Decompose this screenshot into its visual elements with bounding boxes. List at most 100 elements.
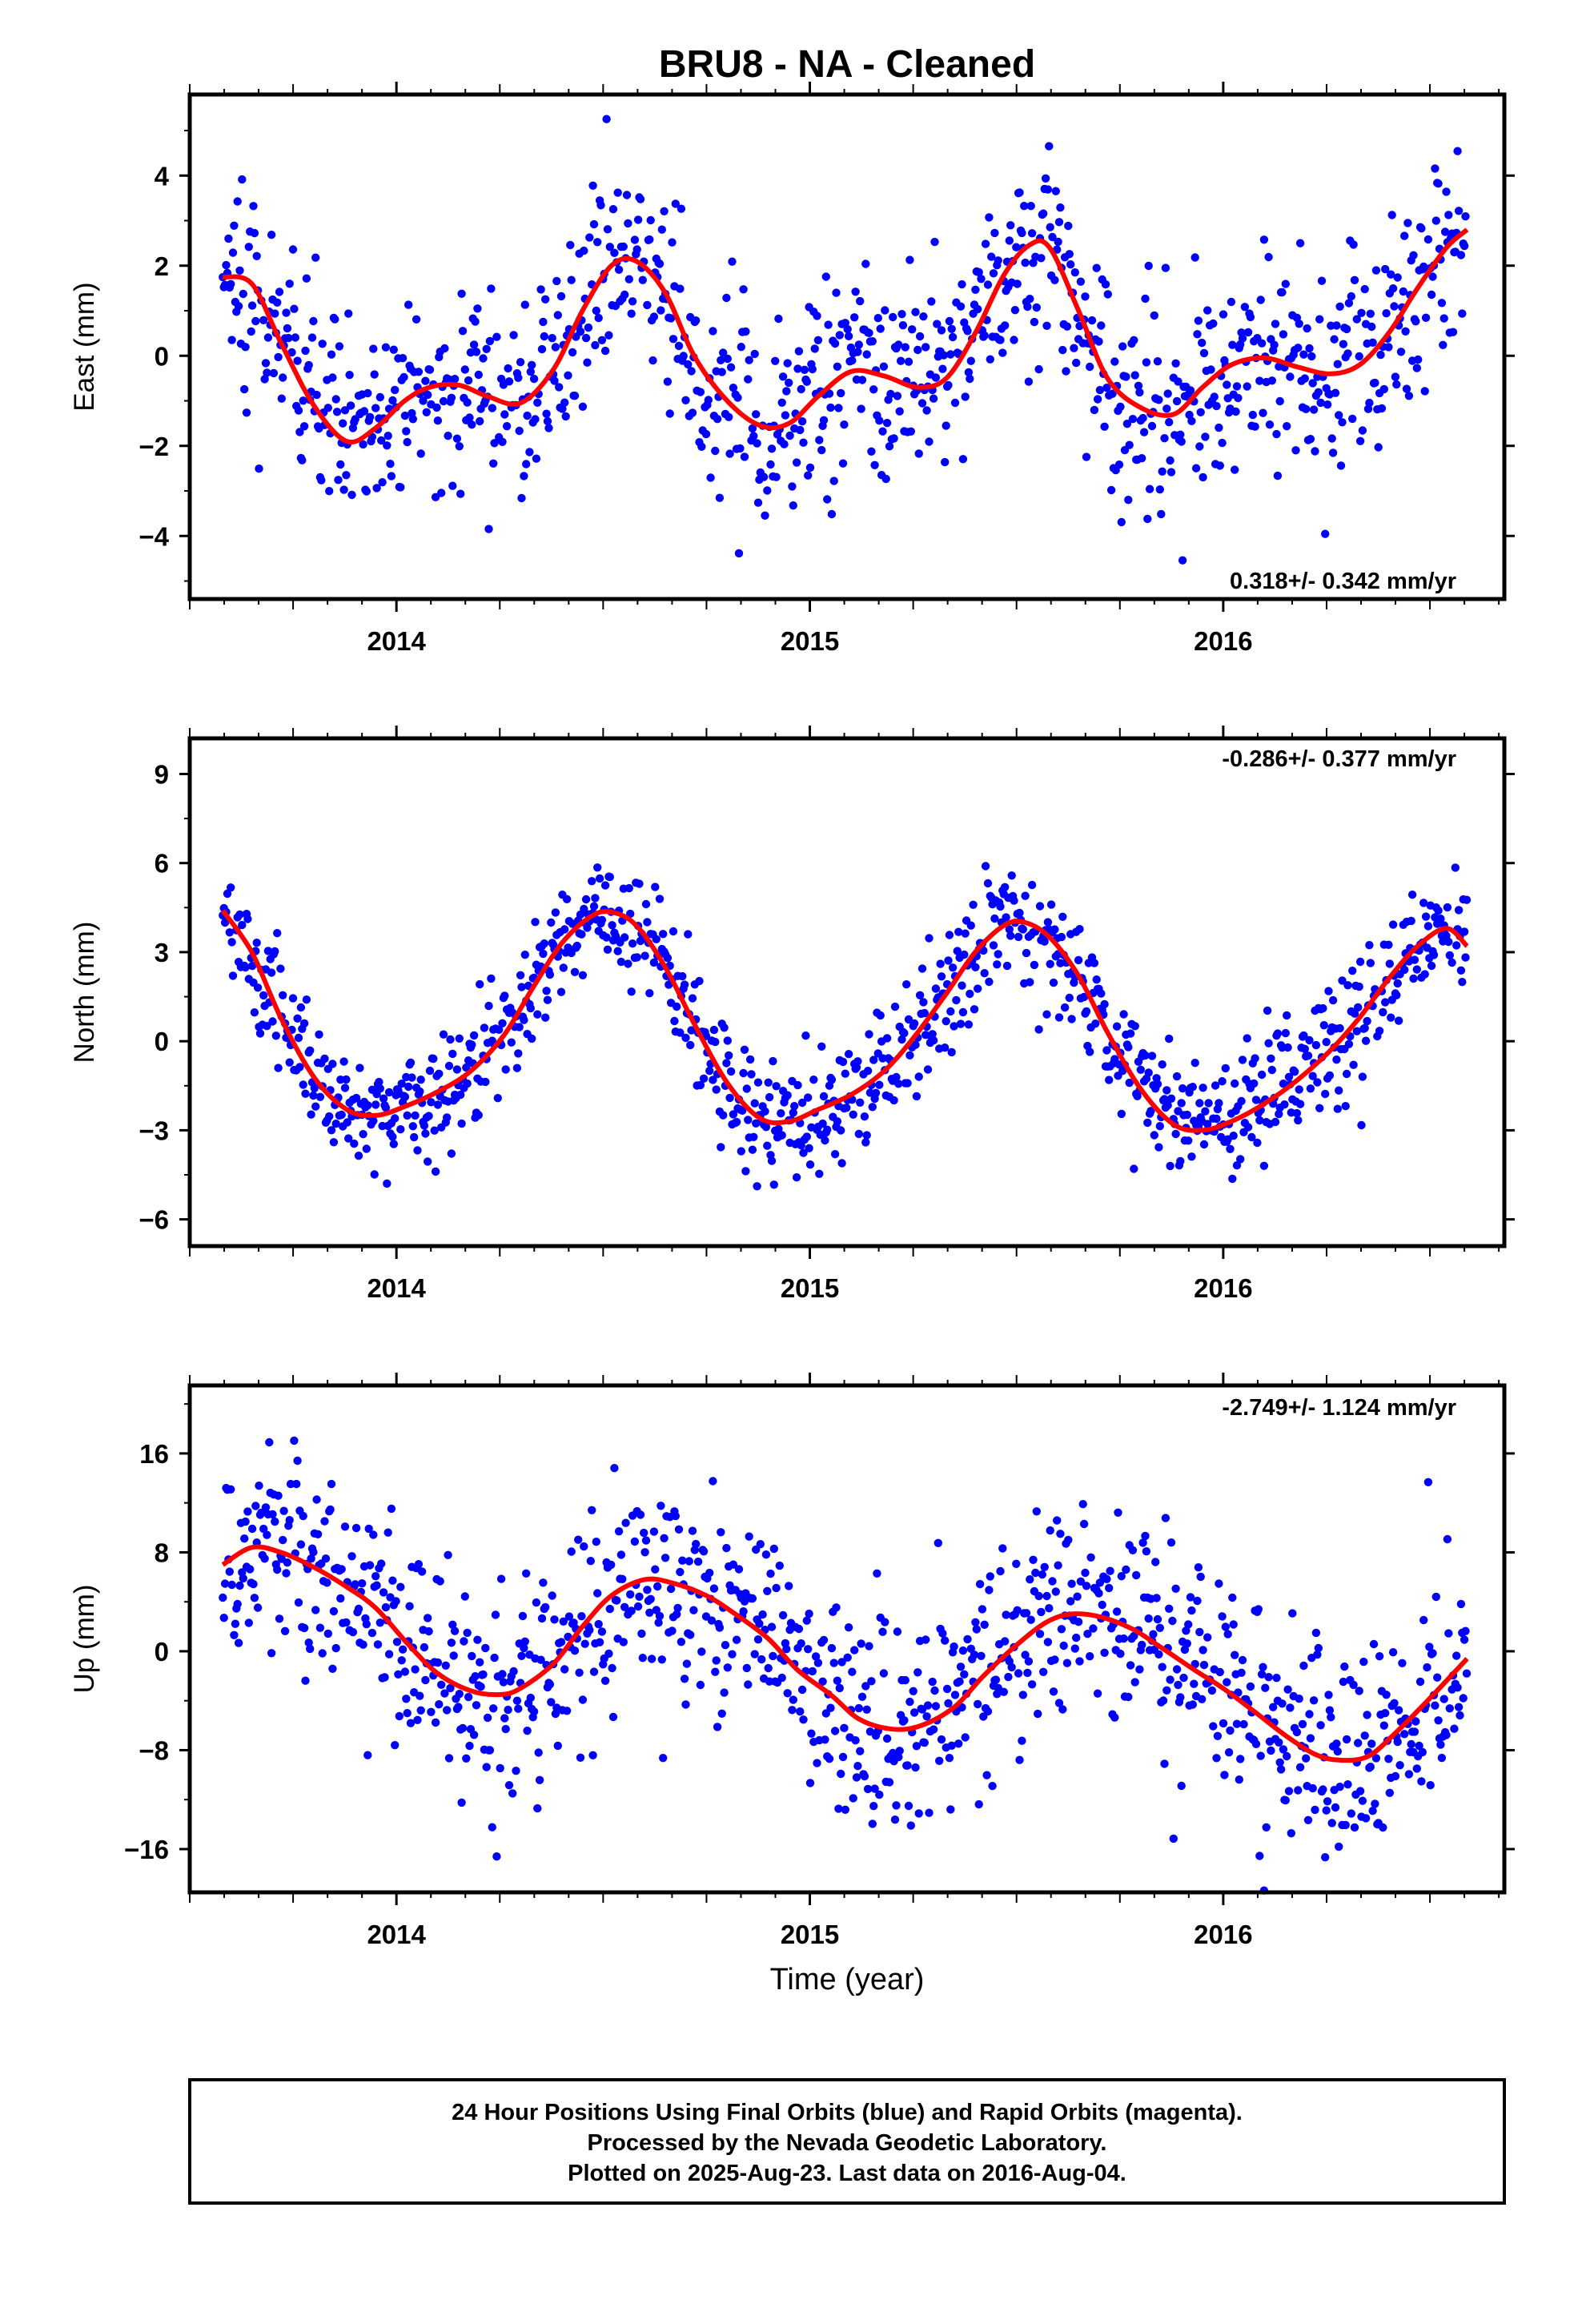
east-point-496 xyxy=(826,403,835,412)
east-point-862 xyxy=(1255,376,1264,385)
east-point-53 xyxy=(282,308,291,317)
north-point-188 xyxy=(446,1035,455,1044)
north-point-311 xyxy=(595,874,604,883)
north-point-126 xyxy=(375,1077,383,1087)
up-point-532 xyxy=(857,1639,865,1648)
up-point-905 xyxy=(1303,1815,1313,1824)
up-point-1033 xyxy=(1454,1703,1464,1711)
east-point-35 xyxy=(261,359,271,368)
east-point-674 xyxy=(1030,317,1039,327)
up-point-336 xyxy=(619,1638,628,1647)
north-point-803 xyxy=(1184,1136,1193,1145)
up-point-790 xyxy=(1165,1604,1174,1614)
up-point-564 xyxy=(895,1747,904,1755)
east-point-156 xyxy=(404,300,413,309)
north-point-232 xyxy=(500,991,509,1000)
east-point-373 xyxy=(674,341,684,351)
up-point-31 xyxy=(255,1482,263,1490)
east-point-533 xyxy=(869,385,878,394)
up-point-494 xyxy=(811,1652,821,1661)
east-point-843 xyxy=(1231,407,1240,416)
north-point-475 xyxy=(792,1173,801,1182)
east-point-695 xyxy=(1056,203,1065,212)
north-point-517 xyxy=(842,1104,851,1112)
up-point-881 xyxy=(1275,1758,1284,1767)
north-point-430 xyxy=(740,1045,749,1055)
up-point-568 xyxy=(900,1716,909,1725)
east-point-57 xyxy=(287,348,296,357)
east-point-909 xyxy=(1309,405,1319,414)
north-point-912 xyxy=(1313,1078,1322,1087)
north-point-990 xyxy=(1407,891,1417,899)
north-rate-label: -0.286+/- 0.377 mm/yr xyxy=(1222,746,1456,772)
up-point-733 xyxy=(1098,1600,1106,1610)
north-point-633 xyxy=(980,969,989,978)
east-point-729 xyxy=(1095,385,1105,395)
east-point-669 xyxy=(1024,377,1034,386)
east-point-222 xyxy=(485,336,495,346)
up-point-327 xyxy=(608,1712,618,1722)
up-point-482 xyxy=(796,1707,805,1716)
up-point-326 xyxy=(608,1663,616,1673)
north-point-594 xyxy=(936,959,945,968)
north-point-72 xyxy=(309,1091,318,1100)
up-point-605 xyxy=(944,1699,953,1708)
up-point-354 xyxy=(641,1536,651,1545)
up-point-670 xyxy=(1022,1609,1031,1618)
east-point-34 xyxy=(260,375,269,384)
up-point-1014 xyxy=(1431,1592,1441,1602)
up-point-380 xyxy=(673,1603,682,1613)
up-point-245 xyxy=(512,1696,522,1705)
east-point-554 xyxy=(893,392,902,400)
up-point-167 xyxy=(417,1567,427,1576)
north-point-587 xyxy=(928,1030,937,1039)
up-point-809 xyxy=(1187,1606,1196,1615)
east-point-636 xyxy=(987,252,996,261)
east-point-897 xyxy=(1295,239,1305,247)
up-point-942 xyxy=(1350,1823,1359,1832)
up-point-496 xyxy=(813,1659,823,1667)
up-point-667 xyxy=(1018,1691,1028,1699)
north-x-tick-label-2: 2016 xyxy=(1194,1273,1252,1303)
up-point-1023 xyxy=(1442,1731,1451,1739)
up-point-836 xyxy=(1223,1678,1231,1687)
north-point-902 xyxy=(1299,1031,1308,1040)
up-point-695 xyxy=(1051,1587,1061,1596)
up-point-427 xyxy=(729,1560,738,1569)
up-point-787 xyxy=(1161,1514,1170,1522)
north-point-826 xyxy=(1212,1114,1221,1124)
east-point-488 xyxy=(817,445,826,455)
east-point-141 xyxy=(386,460,395,468)
north-point-259 xyxy=(533,1010,542,1019)
up-point-683 xyxy=(1037,1607,1046,1617)
north-point-847 xyxy=(1237,1096,1246,1106)
up-point-629 xyxy=(974,1699,982,1709)
east-point-55 xyxy=(284,333,293,343)
up-point-28 xyxy=(251,1502,260,1510)
east-point-198 xyxy=(458,327,468,336)
east-point-440 xyxy=(759,472,769,481)
east-point-145 xyxy=(391,385,400,395)
north-point-603 xyxy=(946,1007,955,1016)
east-point-996 xyxy=(1412,364,1422,372)
east-point-69 xyxy=(301,346,310,356)
east-point-497 xyxy=(827,509,837,519)
up-point-571 xyxy=(903,1761,912,1770)
north-point-834 xyxy=(1221,1063,1231,1073)
up-point-913 xyxy=(1313,1650,1322,1659)
north-point-237 xyxy=(507,1038,516,1047)
up-point-1011 xyxy=(1428,1649,1437,1658)
up-point-74 xyxy=(306,1644,315,1654)
up-point-342 xyxy=(627,1606,636,1615)
up-point-323 xyxy=(604,1649,613,1659)
east-point-223 xyxy=(487,284,496,293)
north-point-1022 xyxy=(1447,958,1456,967)
north-point-67 xyxy=(302,995,311,1004)
up-point-1039 xyxy=(1461,1626,1470,1635)
up-point-587 xyxy=(921,1635,930,1644)
east-point-478 xyxy=(805,463,815,472)
north-point-201 xyxy=(462,1063,471,1072)
north-point-576 xyxy=(915,991,925,1000)
up-point-178 xyxy=(431,1718,440,1727)
